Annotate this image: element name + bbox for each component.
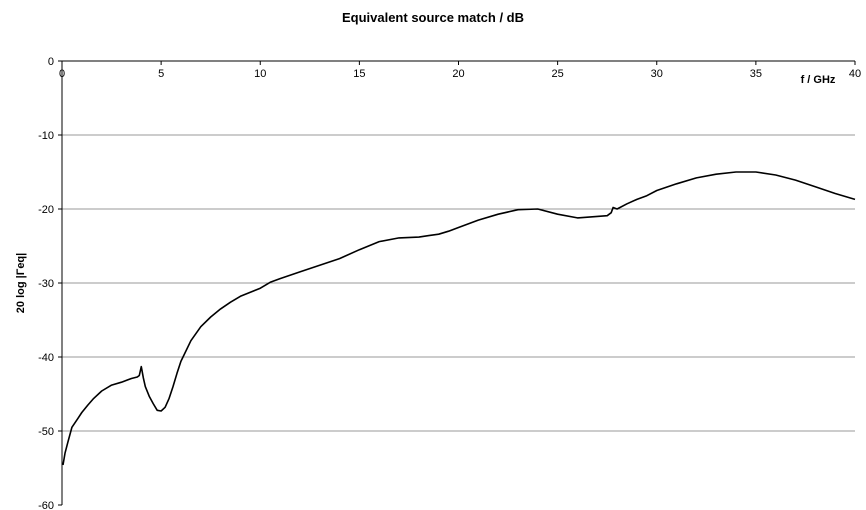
y-axis-label: 20 log |Γeq| [15,253,27,313]
x-tick-label: 25 [552,68,564,80]
x-tick-label: 20 [452,68,464,80]
series-layer [62,171,856,466]
x-tick-label: 35 [750,68,762,80]
x-axis-label: f / GHz [801,74,836,86]
y-tick-label: -20 [38,204,54,216]
y-tick-label: -60 [38,500,54,510]
chart-title: Equivalent source match / dB [342,10,524,25]
series-line [62,171,856,466]
y-tick-label: 0 [48,56,54,68]
axes [58,60,856,506]
y-tick-label: -50 [38,426,54,438]
y-tick-label: -10 [38,130,54,142]
x-tick-label: 5 [158,68,164,80]
y-tick-label: -30 [38,278,54,290]
x-tick-label: 10 [254,68,266,80]
x-tick-label: 40 [849,68,861,80]
y-tick-label: -40 [38,352,54,364]
tick-labels: 0 5 10 15 20 25 30 35 40 0 -10 -20 -30 -40 -50 -60 [38,56,861,510]
x-tick-label: 0 [59,68,65,80]
gridlines [62,134,855,432]
x-tick-label: 30 [651,68,663,80]
x-tick-label: 15 [353,68,365,80]
